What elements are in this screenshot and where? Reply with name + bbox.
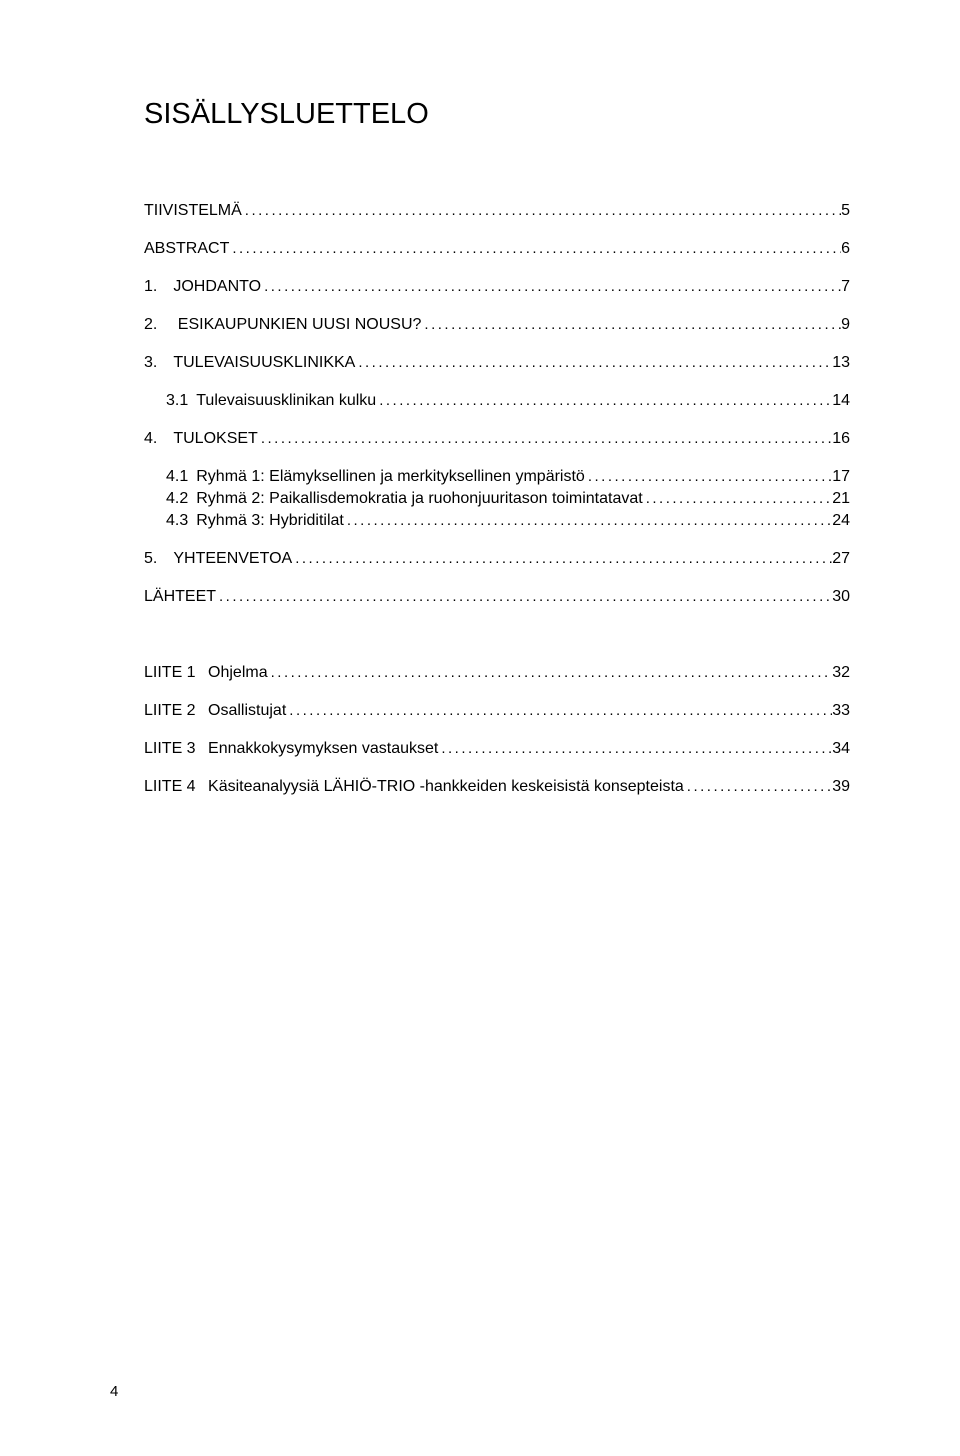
toc-leader (355, 355, 832, 370)
page-title: SISÄLLYSLUETTELO (144, 98, 850, 131)
toc-label: 3. TULEVAISUUSKLINIKKA (144, 355, 355, 371)
toc-leader (286, 703, 832, 718)
toc-label: 2. ESIKAUPUNKIEN UUSI NOUSU? (144, 317, 421, 333)
toc-page: 9 (841, 317, 850, 333)
toc-leader (261, 279, 841, 294)
toc-page: 6 (841, 241, 850, 257)
toc-page: 33 (832, 703, 850, 719)
toc-entry: 4.1 Ryhmä 1: Elämyksellinen ja merkityks… (144, 469, 850, 485)
toc-leader (216, 589, 832, 604)
toc-leader (292, 551, 832, 566)
toc-leader (242, 203, 841, 218)
toc-label: LIITE 3 Ennakkokysymyksen vastaukset (144, 741, 438, 757)
toc-entry: 2. ESIKAUPUNKIEN UUSI NOUSU? 9 (144, 317, 850, 333)
toc-page: 16 (832, 431, 850, 447)
toc-page: 5 (841, 203, 850, 219)
toc-entry: 4.2 Ryhmä 2: Paikallisdemokratia ja ruoh… (144, 491, 850, 507)
page-number: 4 (110, 1383, 118, 1400)
toc-leader (258, 431, 832, 446)
toc-page: 14 (832, 393, 850, 409)
toc-page: 39 (832, 779, 850, 795)
toc-label: 4.3 Ryhmä 3: Hybriditilat (166, 513, 344, 529)
toc-entry: ABSTRACT 6 (144, 241, 850, 257)
toc-leader (643, 491, 833, 506)
toc-entry: TIIVISTELMÄ 5 (144, 203, 850, 219)
toc-label: ABSTRACT (144, 241, 229, 257)
toc-leader (585, 469, 832, 484)
toc-entry: 3.1 Tulevaisuusklinikan kulku 14 (144, 393, 850, 409)
toc-entry: LIITE 1 Ohjelma 32 (144, 665, 850, 681)
toc-lower-section: LIITE 1 Ohjelma 32 LIITE 2 Osallistujat … (144, 665, 850, 795)
toc-leader (376, 393, 832, 408)
toc-upper-section: TIIVISTELMÄ 5 ABSTRACT 6 1. JOHDANTO 7 2… (144, 203, 850, 605)
document-page: SISÄLLYSLUETTELO TIIVISTELMÄ 5 ABSTRACT … (0, 0, 960, 1456)
toc-leader (438, 741, 832, 756)
toc-label: TIIVISTELMÄ (144, 203, 242, 219)
toc-label: LIITE 2 Osallistujat (144, 703, 286, 719)
toc-entry: 1. JOHDANTO 7 (144, 279, 850, 295)
toc-page: 13 (832, 355, 850, 371)
toc-label: 1. JOHDANTO (144, 279, 261, 295)
toc-page: 34 (832, 741, 850, 757)
toc-page: 27 (832, 551, 850, 567)
toc-label: LIITE 4 Käsiteanalyysiä LÄHIÖ-TRIO -hank… (144, 779, 684, 795)
toc-label: LIITE 1 Ohjelma (144, 665, 268, 681)
toc-label: 4. TULOKSET (144, 431, 258, 447)
toc-label: 5. YHTEENVETOA (144, 551, 292, 567)
toc-page: 7 (841, 279, 850, 295)
toc-leader (229, 241, 841, 256)
toc-entry: LIITE 3 Ennakkokysymyksen vastaukset 34 (144, 741, 850, 757)
toc-entry: LIITE 4 Käsiteanalyysiä LÄHIÖ-TRIO -hank… (144, 779, 850, 795)
toc-label: LÄHTEET (144, 589, 216, 605)
toc-leader (268, 665, 833, 680)
toc-entry: LIITE 2 Osallistujat 33 (144, 703, 850, 719)
toc-label: 4.1 Ryhmä 1: Elämyksellinen ja merkityks… (166, 469, 585, 485)
toc-entry: 3. TULEVAISUUSKLINIKKA 13 (144, 355, 850, 371)
toc-entry: 4. TULOKSET 16 (144, 431, 850, 447)
toc-page: 30 (832, 589, 850, 605)
toc-label: 4.2 Ryhmä 2: Paikallisdemokratia ja ruoh… (166, 491, 643, 507)
toc-leader (421, 317, 841, 332)
toc-page: 24 (832, 513, 850, 529)
toc-entry: 5. YHTEENVETOA 27 (144, 551, 850, 567)
toc-label: 3.1 Tulevaisuusklinikan kulku (166, 393, 376, 409)
toc-leader (344, 513, 832, 528)
toc-entry: LÄHTEET 30 (144, 589, 850, 605)
toc-page: 32 (832, 665, 850, 681)
toc-page: 21 (832, 491, 850, 507)
toc-page: 17 (832, 469, 850, 485)
toc-entry: 4.3 Ryhmä 3: Hybriditilat 24 (144, 513, 850, 529)
toc-leader (684, 779, 832, 794)
